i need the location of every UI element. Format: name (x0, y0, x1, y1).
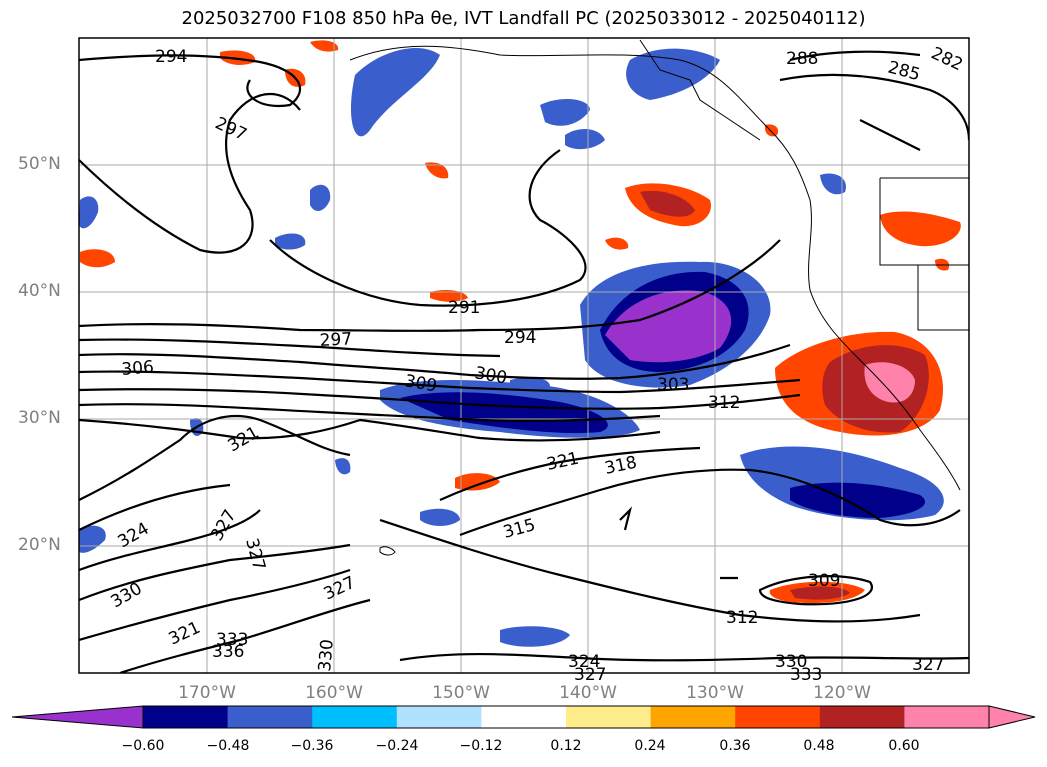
contour-label: 291 (448, 298, 480, 318)
contour-label: 312 (726, 608, 758, 628)
contour-labels: 294 297 288 285 291 294 297 306 309 300 … (108, 43, 966, 685)
colorbar-tick-label: 0.12 (550, 738, 582, 754)
colorbar-frame (142, 705, 990, 729)
colorbar-segment (481, 706, 567, 728)
colorbar-segment (396, 706, 482, 728)
map-title: 2025032700 F108 850 hPa θe, IVT Landfall… (181, 8, 866, 29)
lon-label-120w: 120°W (813, 683, 871, 703)
colorbar-segment (312, 706, 398, 728)
colorbar-tick-label: −0.24 (375, 738, 419, 754)
lat-label-40n: 40°N (18, 281, 61, 301)
colorbar (11, 705, 1036, 729)
theta-e-contours (79, 50, 969, 673)
lon-label-130w: 130°W (686, 683, 744, 703)
positive-anomaly-shading (80, 40, 961, 604)
colorbar-tick-label: −0.48 (206, 738, 250, 754)
lat-label-30n: 30°N (18, 408, 61, 428)
contour-label: 303 (657, 375, 689, 395)
lon-label-170w: 170°W (178, 683, 236, 703)
colorbar-segment (904, 706, 990, 728)
contour-label: 294 (155, 47, 187, 67)
contour-label: 294 (504, 328, 536, 348)
map-plot-area (79, 38, 969, 673)
colorbar-segment (819, 706, 905, 728)
lon-label-150w: 150°W (432, 683, 490, 703)
colorbar-tick-label: 0.24 (634, 738, 666, 754)
lon-label-160w: 160°W (305, 683, 363, 703)
contour-label: 327 (574, 665, 606, 685)
contour-label: 330 (775, 652, 807, 672)
colorbar-tick-label: −0.36 (290, 738, 334, 754)
colorbar-tick-label: −0.12 (459, 738, 503, 754)
lat-label-50n: 50°N (18, 154, 61, 174)
plot-frame (78, 37, 970, 674)
contour-label: 333 (216, 630, 248, 650)
colorbar-tick-label: 0.36 (719, 738, 751, 754)
colorbar-tick-label: −0.60 (121, 738, 165, 754)
contour-label: 297 (319, 329, 352, 351)
colorbar-segment (227, 706, 313, 728)
colorbar-tick-label: 0.48 (803, 738, 835, 754)
colorbar-segment (143, 706, 229, 728)
contour-label: 333 (790, 665, 822, 685)
colorbar-segment (735, 706, 821, 728)
contour-label: 327 (912, 655, 944, 675)
colorbar-segment (566, 706, 652, 728)
colorbar-under-arrow (11, 705, 144, 729)
contour-label: 306 (121, 357, 155, 380)
colorbar-tick-label: 0.60 (888, 738, 920, 754)
lat-label-20n: 20°N (18, 535, 61, 555)
coastlines (349, 39, 969, 556)
contour-label: 330 (315, 638, 338, 672)
contour-label: 288 (786, 49, 818, 69)
contour-label: 324 (568, 652, 600, 672)
contour-label: 336 (212, 642, 244, 662)
contour-label: 312 (708, 393, 740, 413)
lon-label-140w: 140°W (559, 683, 617, 703)
colorbar-over-arrow (988, 705, 1036, 729)
colorbar-segment (650, 706, 736, 728)
contour-label: 309 (808, 571, 840, 591)
